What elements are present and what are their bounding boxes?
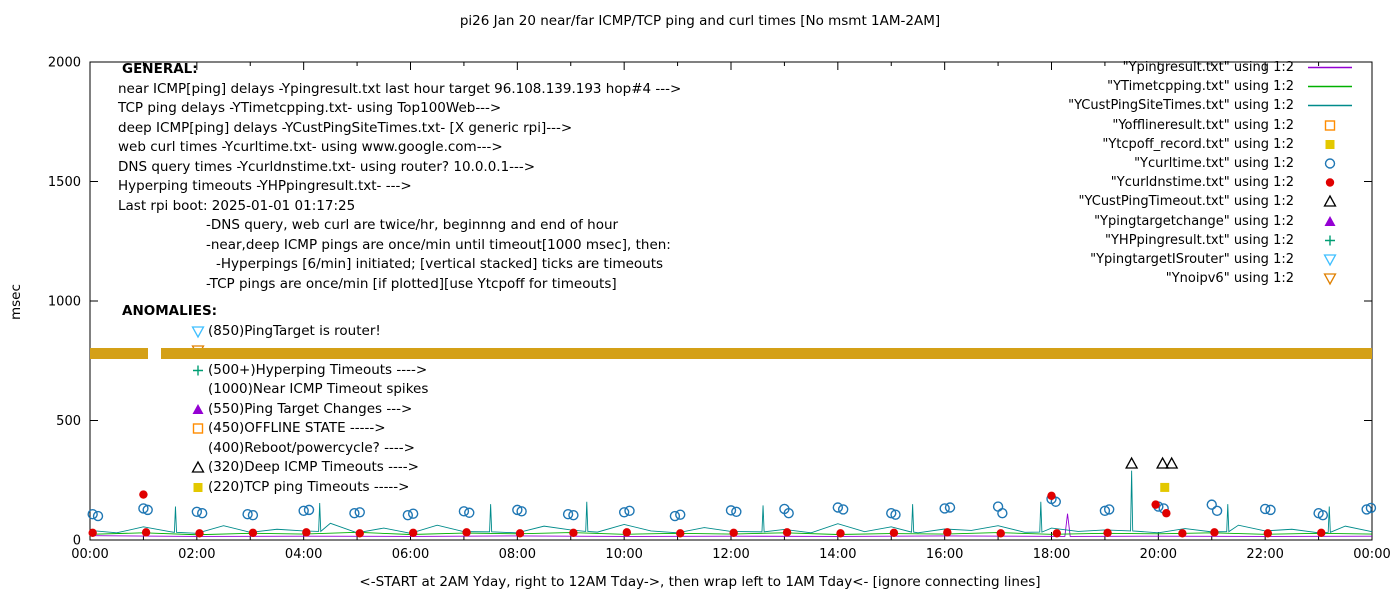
anomaly-annotations: ANOMALIES: (850)PingTarget is router! (5…	[122, 302, 428, 497]
line-sample-icon	[1306, 60, 1354, 75]
legend-item: "YHPpingresult.txt" using 1:2	[1105, 231, 1354, 250]
legend-item: "YCustPingSiteTimes.txt" using 1:2	[1068, 96, 1354, 115]
anomaly-line: (1000)Near ICMP Timeout spikes	[190, 380, 428, 400]
offline-state-icon	[190, 421, 208, 436]
annotation-line: web curl times -Ycurltime.txt- using www…	[118, 139, 503, 155]
legend-item: "Ycurltime.txt" using 1:2	[1134, 154, 1354, 173]
triangle-up-open-icon	[1306, 194, 1354, 209]
legend-item: "YCustPingTimeout.txt" using 1:2	[1079, 192, 1354, 211]
anomaly-line: (850)PingTarget is router!	[190, 322, 428, 342]
annotation-line: -DNS query, web curl are twice/hr, begin…	[206, 217, 619, 233]
pingtarget-router-icon	[190, 324, 208, 339]
chart-title: pi26 Jan 20 near/far ICMP/TCP ping and c…	[459, 13, 941, 29]
svg-text:10:00: 10:00	[605, 547, 642, 562]
legend-label: "YpingtargetISrouter" using 1:2	[1090, 251, 1294, 267]
anomaly-line: (400)Reboot/powercycle? ---->	[190, 439, 428, 459]
line-sample-icon	[1306, 79, 1354, 94]
legend-label: "YCustPingTimeout.txt" using 1:2	[1078, 194, 1294, 210]
anomaly-text: (850)PingTarget is router!	[208, 322, 381, 339]
svg-text:14:00: 14:00	[819, 547, 856, 562]
hyperping-timeout-icon	[190, 363, 208, 378]
anomaly-line: (500+)Hyperping Timeouts ---->	[190, 361, 428, 381]
anomaly-line: (320)Deep ICMP Timeouts ---->	[190, 458, 428, 478]
svg-text:500: 500	[56, 414, 81, 429]
legend-item: "Ycurldnstime.txt" using 1:2	[1111, 173, 1354, 192]
annotation-line: TCP ping delays -YTimetcpping.txt- using…	[118, 100, 502, 116]
legend-item: "YTimetcpping.txt" using 1:2	[1107, 77, 1354, 96]
legend-label: "YTimetcpping.txt" using 1:2	[1107, 79, 1294, 95]
general-heading: GENERAL:	[122, 61, 198, 77]
triangle-down-open-icon	[1306, 252, 1354, 267]
anomaly-text: (220)TCP ping Timeouts ----->	[208, 478, 410, 495]
anomaly-line: (550)Ping Target Changes --->	[190, 400, 428, 420]
x-axis-label: <-START at 2AM Yday, right to 12AM Tday-…	[359, 574, 1041, 590]
svg-text:22:00: 22:00	[1246, 547, 1283, 562]
legend-label: "Ypingresult.txt" using 1:2	[1122, 60, 1294, 76]
plus-icon	[1306, 233, 1354, 248]
anomaly-text: (550)Ping Target Changes --->	[208, 400, 413, 417]
anomaly-text: (320)Deep ICMP Timeouts ---->	[208, 459, 419, 475]
triangle-down-open-icon	[1306, 271, 1354, 286]
legend-item: "Ynoipv6" using 1:2	[1166, 269, 1354, 288]
annotation-line: -TCP pings are once/min [if plotted][use…	[206, 275, 617, 292]
legend-item: "YpingtargetISrouter" using 1:2	[1090, 250, 1354, 269]
annotation-line: -Hyperpings [6/min] initiated; [vertical…	[216, 256, 664, 272]
svg-text:02:00: 02:00	[178, 547, 215, 562]
legend-label: "Ypingtargetchange" using 1:2	[1094, 213, 1294, 229]
line-sample-icon	[1306, 98, 1354, 113]
svg-text:06:00: 06:00	[392, 547, 429, 562]
annotation-line: near ICMP[ping] delays -Ypingresult.txt …	[118, 80, 682, 97]
noipv6-band	[161, 348, 1372, 359]
anomaly-text: (400)Reboot/powercycle? ---->	[208, 439, 415, 456]
ping-target-change-icon	[190, 402, 208, 417]
svg-text:16:00: 16:00	[926, 547, 963, 562]
svg-text:00:00: 00:00	[71, 547, 108, 562]
legend-item: "Ypingtargetchange" using 1:2	[1094, 212, 1354, 231]
annotation-line: deep ICMP[ping] delays -YCustPingSiteTim…	[118, 119, 573, 136]
annotation-line: Hyperping timeouts -YHPpingresult.txt- -…	[118, 178, 412, 194]
legend-item: "Yofflineresult.txt" using 1:2	[1112, 116, 1354, 135]
svg-text:08:00: 08:00	[499, 547, 536, 562]
annotation-line: DNS query times -Ycurldnstime.txt- using…	[118, 158, 536, 175]
legend-label: "YHPpingresult.txt" using 1:2	[1105, 232, 1294, 248]
svg-text:04:00: 04:00	[285, 547, 322, 562]
annotation-line: -near,deep ICMP pings are once/min until…	[206, 236, 671, 253]
svg-text:00:00: 00:00	[1353, 547, 1390, 562]
svg-text:2000: 2000	[48, 56, 81, 71]
svg-text:12:00: 12:00	[712, 547, 749, 562]
square-open-icon	[1306, 118, 1354, 133]
tcp-ping-timeout-icon	[190, 480, 208, 495]
svg-text:1500: 1500	[48, 175, 81, 190]
svg-text:0: 0	[73, 534, 81, 549]
legend-label: "Ynoipv6" using 1:2	[1165, 271, 1294, 287]
legend-item: "Ypingresult.txt" using 1:2	[1123, 58, 1354, 77]
legend-label: "Ycurldnstime.txt" using 1:2	[1110, 175, 1294, 191]
y-axis-label: msec	[8, 284, 24, 320]
legend-label: "Ycurltime.txt" using 1:2	[1134, 156, 1294, 172]
anomaly-text: (450)OFFLINE STATE ----->	[208, 420, 386, 436]
circle-filled-icon	[1306, 175, 1354, 190]
anomaly-line: (450)OFFLINE STATE ----->	[190, 419, 428, 439]
annotation-line: Last rpi boot: 2025-01-01 01:17:25	[118, 197, 356, 214]
legend: "Ypingresult.txt" using 1:2 "YTimetcppin…	[1068, 58, 1354, 288]
circle-open-icon	[1306, 156, 1354, 171]
legend-item: "Ytcpoff_record.txt" using 1:2	[1102, 135, 1354, 154]
svg-text:1000: 1000	[48, 295, 81, 310]
square-filled-icon	[1306, 137, 1354, 152]
svg-text:18:00: 18:00	[1033, 547, 1070, 562]
anomalies-heading: ANOMALIES:	[122, 303, 218, 319]
legend-label: "Ytcpoff_record.txt" using 1:2	[1102, 136, 1294, 152]
deep-icmp-timeout-icon	[190, 460, 208, 475]
general-annotations: GENERAL: near ICMP[ping] delays -Ypingre…	[118, 60, 681, 294]
anomaly-text: (500+)Hyperping Timeouts ---->	[208, 361, 428, 378]
noipv6-band	[90, 348, 148, 359]
anomaly-line: (220)TCP ping Timeouts ----->	[190, 478, 428, 498]
legend-label: "Yofflineresult.txt" using 1:2	[1112, 117, 1294, 133]
anomaly-text: (1000)Near ICMP Timeout spikes	[208, 381, 429, 397]
legend-label: "YCustPingSiteTimes.txt" using 1:2	[1068, 98, 1294, 114]
triangle-up-filled-icon	[1306, 214, 1354, 229]
svg-text:20:00: 20:00	[1140, 547, 1177, 562]
